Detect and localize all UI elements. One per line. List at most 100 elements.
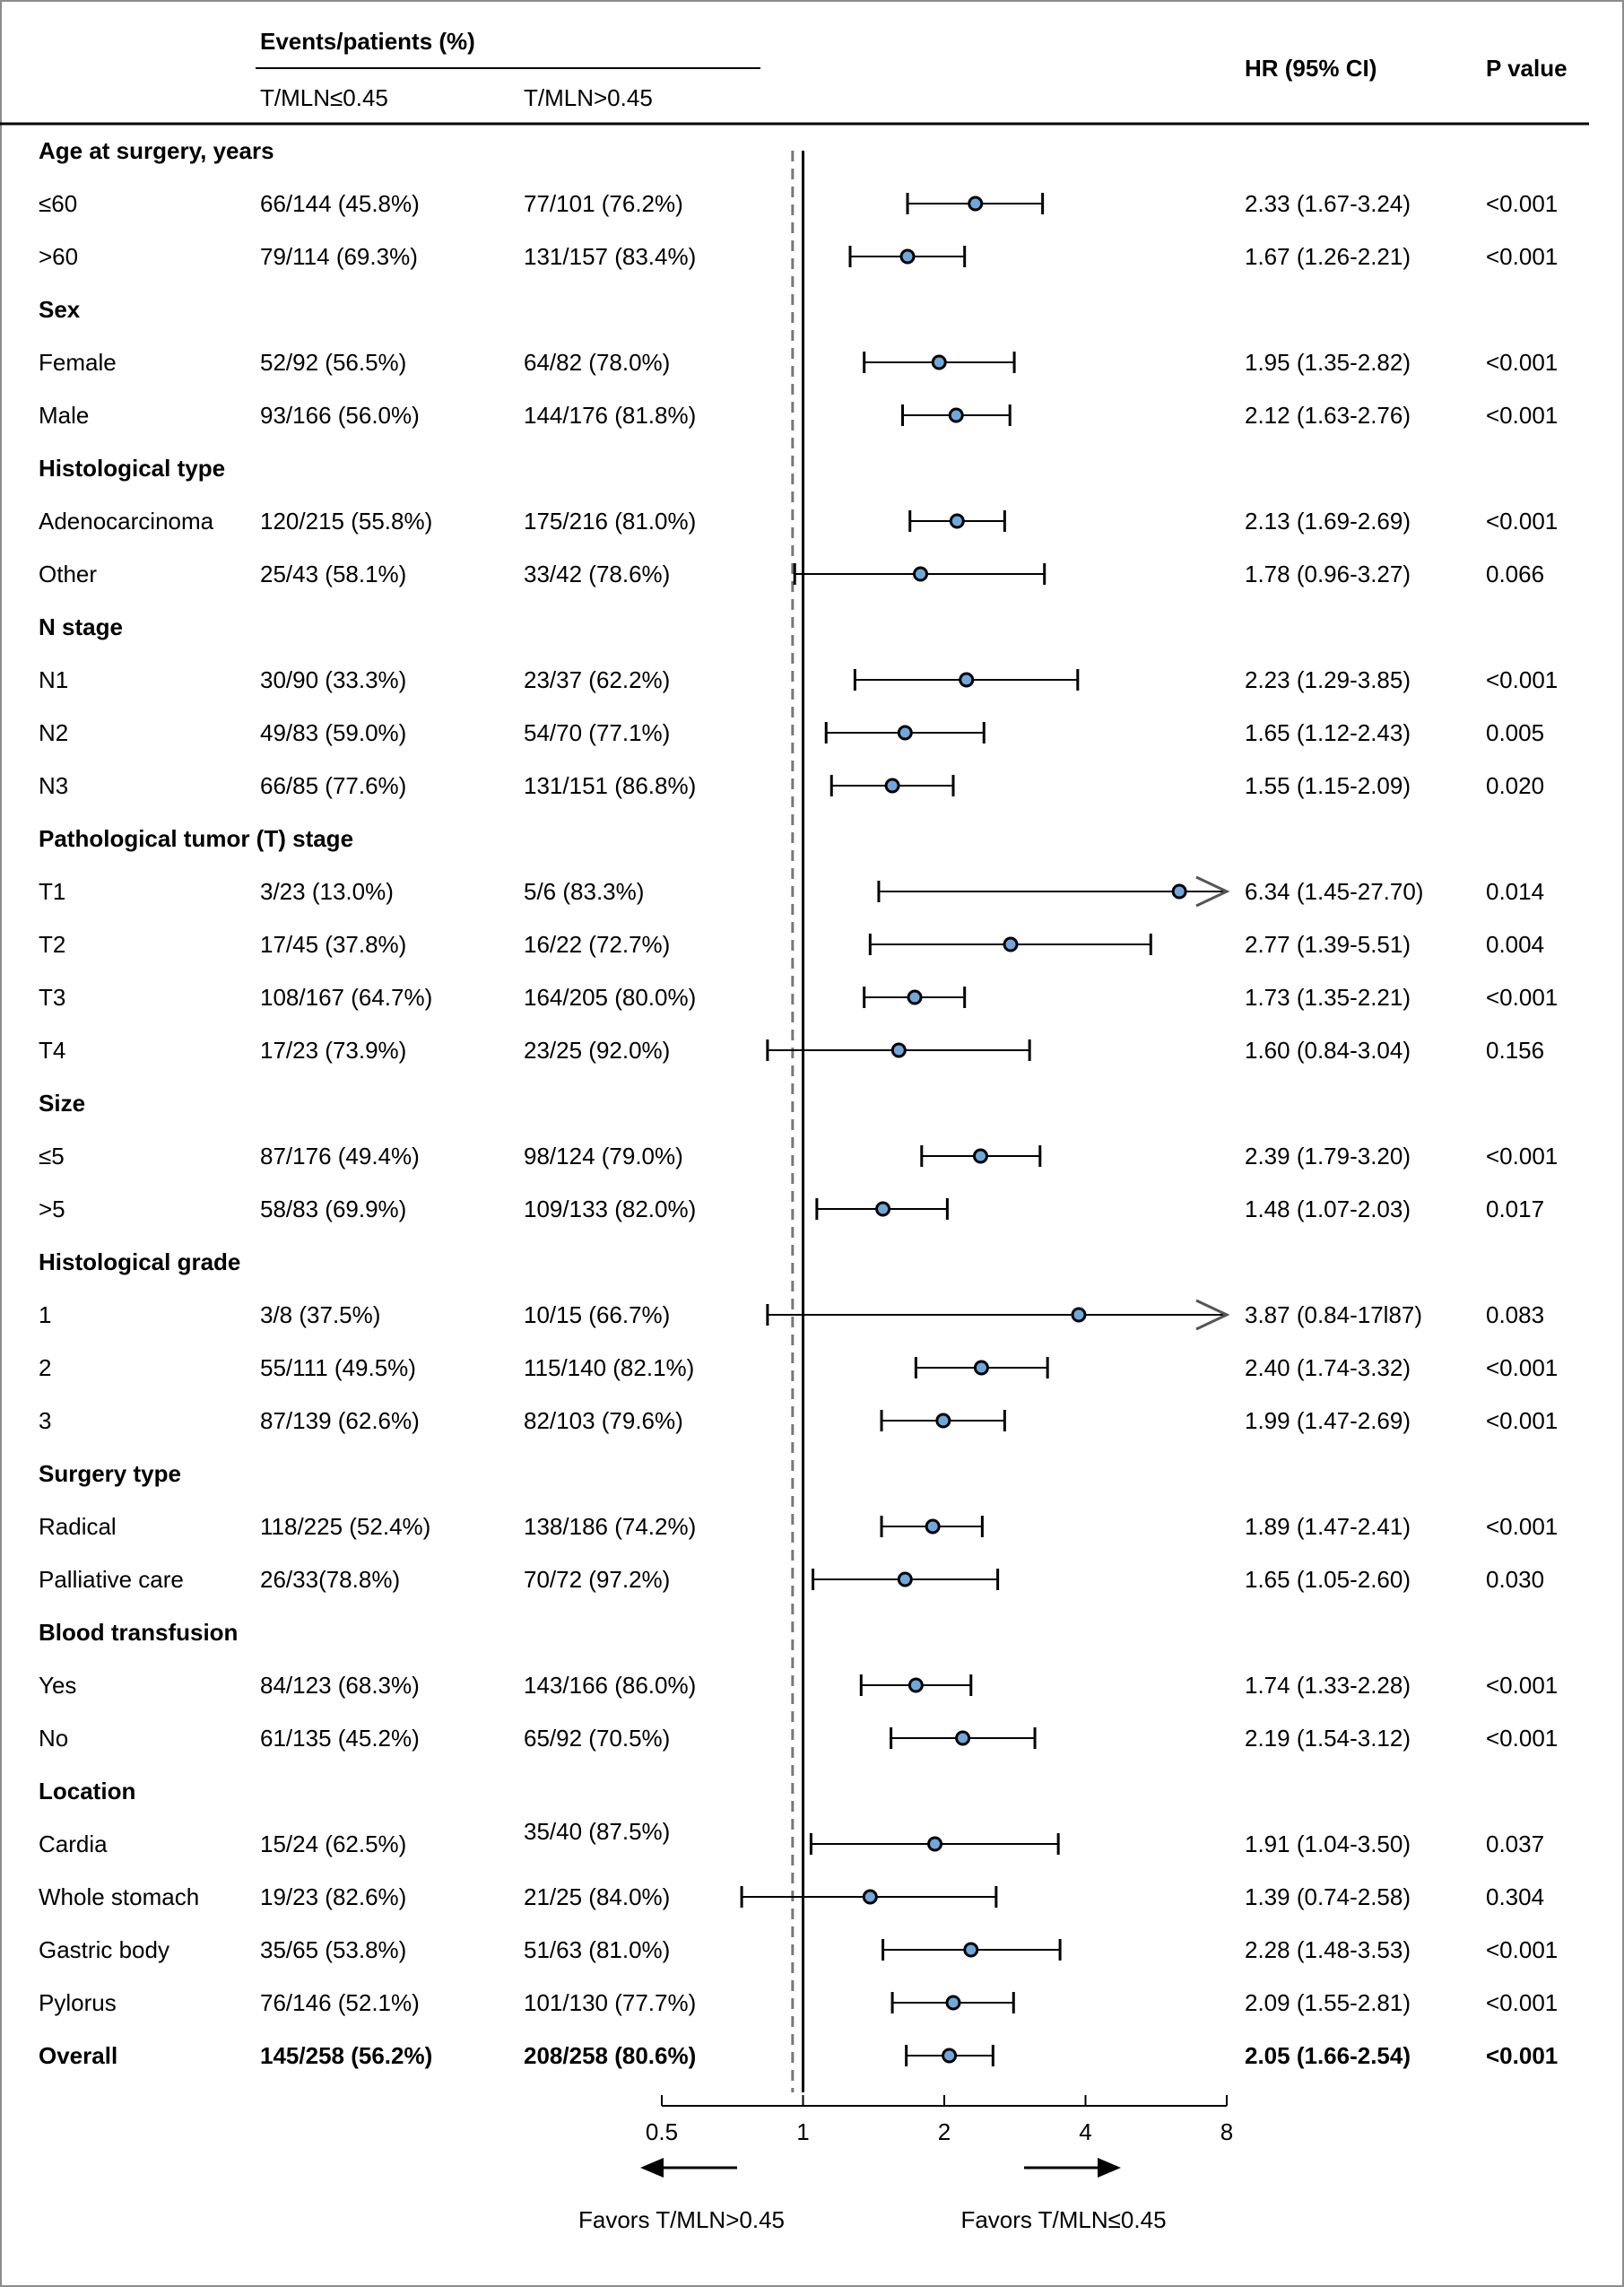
events-high: 16/22 (72.7%) — [524, 931, 670, 958]
p-value: 0.156 — [1486, 1037, 1544, 1064]
ci-arrow-icon — [1195, 875, 1230, 908]
table-row: T1 3/23 (13.0%) 5/6 (83.3%) 6.34 (1.45-27.7… — [39, 875, 1544, 908]
row-label: ≤5 — [39, 1143, 65, 1170]
events-high: 164/205 (80.0%) — [524, 984, 696, 1011]
events-high: 208/258 (80.6%) — [524, 2042, 696, 2069]
hr-point — [897, 725, 913, 741]
x-axis: 0.5 1 2 4 8 — [646, 2095, 1233, 2145]
hr-point — [907, 989, 923, 1005]
table-row: N3 66/85 (77.6%) 131/151 (86.8%) 1.55 (1.15… — [39, 772, 1544, 799]
hr-point — [972, 1148, 988, 1164]
group-high-header: T/MLN>0.45 — [524, 84, 653, 111]
events-low: 87/176 (49.4%) — [260, 1143, 420, 1170]
row-label: 2 — [39, 1354, 51, 1381]
events-low: 118/225 (52.4%) — [260, 1513, 430, 1540]
p-value: <0.001 — [1486, 243, 1558, 270]
events-high: 175/216 (81.0%) — [524, 508, 696, 535]
hr-ci-text: 1.55 (1.15-2.09) — [1245, 772, 1411, 799]
events-low: 120/215 (55.8%) — [260, 508, 432, 535]
events-high: 33/42 (78.6%) — [524, 561, 670, 587]
table-row: 3 87/139 (62.6%) 82/103 (79.6%) 1.99 (1.47-… — [39, 1407, 1558, 1434]
p-value: 0.083 — [1486, 1301, 1544, 1328]
p-value: <0.001 — [1486, 1354, 1558, 1381]
p-value-header: P value — [1486, 55, 1568, 82]
x-tick-label: 1 — [796, 2118, 809, 2145]
hr-point — [942, 2048, 958, 2064]
hr-ci-text: 1.74 (1.33-2.28) — [1245, 1672, 1411, 1699]
row-label: Whole stomach — [39, 1883, 199, 1910]
events-low: 66/85 (77.6%) — [260, 772, 406, 799]
events-low: 17/23 (73.9%) — [260, 1037, 406, 1064]
events-low: 66/144 (45.8%) — [260, 190, 420, 217]
group-header-row: Sex — [39, 296, 81, 323]
group-header-label: Size — [39, 1090, 85, 1117]
events-high: 54/70 (77.1%) — [524, 719, 670, 746]
events-low: 79/114 (69.3%) — [260, 243, 418, 270]
events-header: Events/patients (%) — [260, 28, 475, 55]
table-row: Pylorus 76/146 (52.1%) 101/130 (77.7%) 2.09… — [39, 1989, 1558, 2016]
events-high: 109/133 (82.0%) — [524, 1196, 696, 1222]
table-row: Other 25/43 (58.1%) 33/42 (78.6%) 1.78 (0.9… — [39, 561, 1544, 587]
hr-ci-text: 2.12 (1.63-2.76) — [1245, 402, 1411, 429]
ci-arrow-icon — [1195, 1299, 1230, 1331]
hr-point — [948, 407, 964, 423]
hr-point — [931, 354, 947, 370]
group-header-row: Surgery type — [39, 1460, 181, 1487]
events-low: 30/90 (33.3%) — [260, 666, 406, 693]
hr-ci-text: 2.28 (1.48-3.53) — [1245, 1936, 1411, 1963]
row-label: Pylorus — [39, 1989, 117, 2016]
row-label: T4 — [39, 1037, 65, 1064]
events-low: 49/83 (59.0%) — [260, 719, 406, 746]
row-label: T2 — [39, 931, 65, 958]
hr-point — [935, 1413, 951, 1429]
row-label: Gastric body — [39, 1936, 169, 1963]
table-row: Cardia 15/24 (62.5%) 35/40 (87.5%) 1.91 (1.… — [39, 1818, 1544, 1857]
x-tick-label: 8 — [1220, 2118, 1233, 2145]
p-value: <0.001 — [1486, 349, 1558, 376]
hr-ci-text: 1.67 (1.26-2.21) — [1245, 243, 1411, 270]
table-row: Palliative care 26/33(78.8%) 70/72 (97.2%)… — [39, 1566, 1544, 1593]
events-low: 15/24 (62.5%) — [260, 1830, 406, 1857]
row-label: Other — [39, 561, 97, 587]
row-label: Radical — [39, 1513, 117, 1540]
row-label: Overall — [39, 2042, 117, 2069]
hr-ci-text: 1.39 (0.74-2.58) — [1245, 1883, 1411, 1910]
events-low: 25/43 (58.1%) — [260, 561, 406, 587]
row-label: 3 — [39, 1407, 51, 1434]
hr-ci-text: 2.40 (1.74-3.32) — [1245, 1354, 1411, 1381]
events-low: 52/92 (56.5%) — [260, 349, 406, 376]
p-value: <0.001 — [1486, 508, 1558, 535]
row-label: N1 — [39, 666, 68, 693]
p-value: 0.005 — [1486, 719, 1544, 746]
row-label: T1 — [39, 878, 65, 905]
events-high: 65/92 (70.5%) — [524, 1725, 670, 1752]
row-label: T3 — [39, 984, 65, 1011]
events-low: 55/111 (49.5%) — [260, 1354, 416, 1381]
row-label: Yes — [39, 1672, 76, 1699]
group-header-row: N stage — [39, 613, 123, 640]
hr-ci-text: 1.60 (0.84-3.04) — [1245, 1037, 1411, 1064]
events-low: 108/167 (64.7%) — [260, 984, 432, 1011]
events-high: 115/140 (82.1%) — [524, 1354, 694, 1381]
group-header-row: Pathological tumor (T) stage — [39, 825, 353, 852]
row-label: Female — [39, 349, 117, 376]
hr-ci-text: 2.19 (1.54-3.12) — [1245, 1725, 1411, 1752]
p-value: 0.020 — [1486, 772, 1544, 799]
events-high: 77/101 (76.2%) — [524, 190, 683, 217]
events-high: 10/15 (66.7%) — [524, 1301, 670, 1328]
hr-point — [963, 1942, 979, 1958]
x-tick-label: 2 — [938, 2118, 951, 2145]
events-low: 61/135 (45.2%) — [260, 1725, 420, 1752]
hr-point — [884, 778, 900, 794]
hr-ci-text: 1.65 (1.05-2.60) — [1245, 1566, 1411, 1593]
x-tick-label: 4 — [1079, 2118, 1091, 2145]
p-value: <0.001 — [1486, 1513, 1558, 1540]
table-row: T3 108/167 (64.7%) 164/205 (80.0%) 1.73 (1.… — [39, 984, 1558, 1011]
p-value: <0.001 — [1486, 1725, 1558, 1752]
p-value: <0.001 — [1486, 984, 1558, 1011]
events-high: 143/166 (86.0%) — [524, 1672, 696, 1699]
events-high: 35/40 (87.5%) — [524, 1818, 670, 1845]
group-header-row: Blood transfusion — [39, 1619, 238, 1646]
events-low: 84/123 (68.3%) — [260, 1672, 420, 1699]
